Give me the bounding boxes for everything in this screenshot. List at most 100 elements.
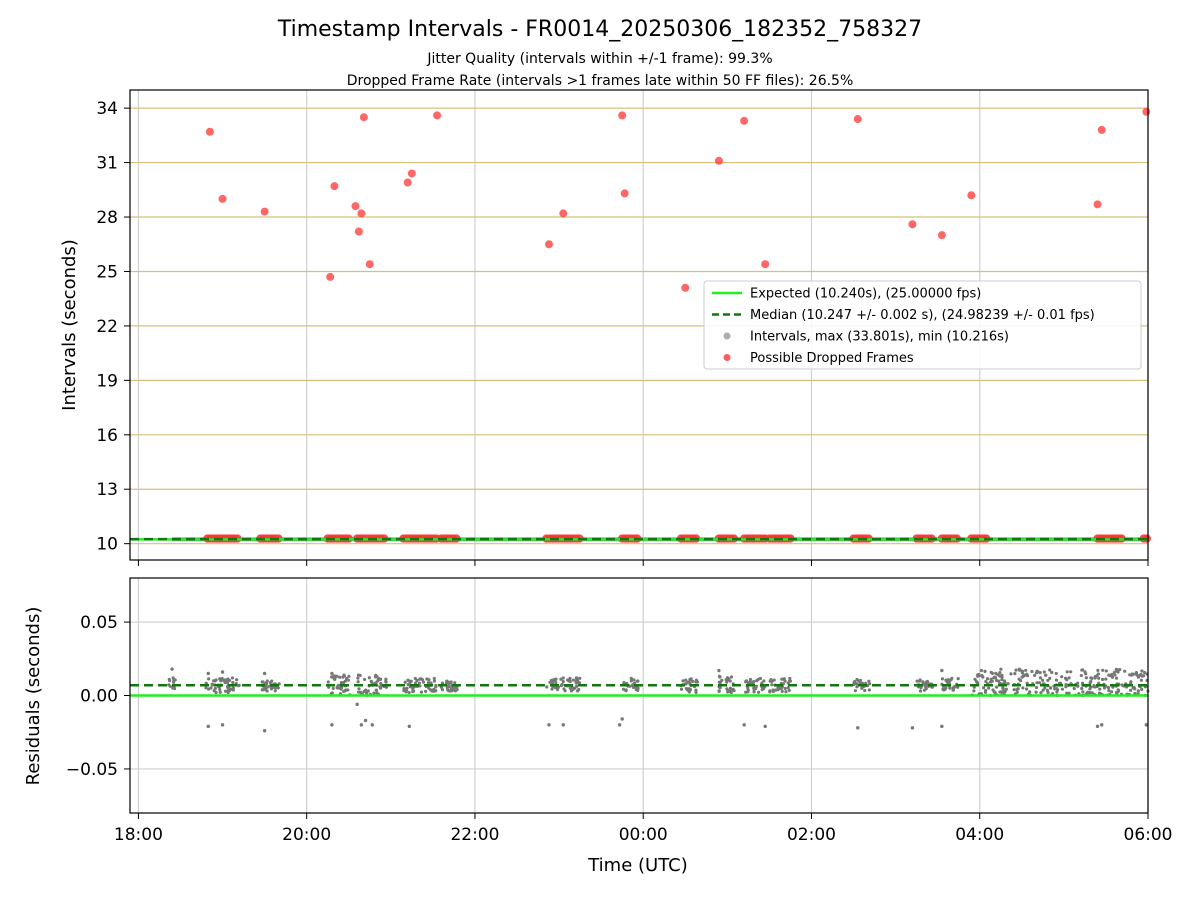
residual-point [358, 673, 362, 677]
residual-point [918, 679, 922, 683]
residual-point [260, 680, 264, 684]
residual-point [679, 687, 684, 691]
residual-point [1104, 669, 1108, 673]
residual-point [264, 684, 268, 688]
residual-point [453, 681, 457, 685]
residual-point [1050, 670, 1054, 675]
residual-point [940, 724, 944, 729]
dropped-frame-point [357, 209, 366, 218]
residual-point [1139, 678, 1143, 682]
residual-point [568, 679, 572, 684]
residual-point [1046, 678, 1050, 683]
dropped-frame-point [205, 127, 214, 136]
residual-point [718, 680, 722, 685]
residual-point [1101, 668, 1105, 672]
dropped-frame-point [407, 169, 416, 178]
residual-point [728, 679, 732, 683]
legend-swatch-dot [723, 354, 731, 361]
residual-point [1000, 677, 1004, 682]
residual-point [729, 690, 733, 695]
residual-point [568, 676, 572, 681]
residual-point [1012, 688, 1016, 692]
residual-point [1020, 675, 1024, 679]
chart-subtitle-jitter: Jitter Quality (intervals within +/-1 fr… [426, 51, 772, 67]
residual-point [559, 677, 563, 681]
residual-point [370, 723, 375, 727]
x-tick-label: 20:00 [282, 825, 331, 845]
residual-point [434, 685, 438, 689]
residual-point [1140, 687, 1144, 691]
residual-point [1087, 691, 1091, 695]
residual-point [575, 684, 579, 689]
residual-point [364, 688, 368, 692]
dropped-frame-point [326, 272, 335, 281]
residual-point [689, 677, 693, 681]
residual-point [972, 689, 976, 693]
residual-point [762, 686, 766, 690]
residual-point [270, 679, 274, 683]
residual-point [988, 680, 993, 684]
residual-point [1065, 670, 1069, 674]
residual-point [444, 681, 449, 685]
residual-point [1038, 676, 1043, 680]
residual-point [863, 688, 867, 693]
residual-point [1048, 668, 1052, 672]
residual-point [1083, 670, 1087, 674]
residual-point [406, 678, 410, 682]
residual-point [1133, 691, 1137, 696]
residual-point [979, 668, 984, 673]
legend-label: Median (10.247 +/- 0.002 s), (24.98239 +… [750, 308, 1095, 323]
residual-point [762, 679, 766, 683]
residual-point [717, 668, 721, 673]
residual-point [943, 687, 947, 692]
residual-point [1044, 673, 1048, 677]
residual-point [426, 681, 430, 685]
residual-point [1035, 669, 1039, 673]
residual-point [1028, 690, 1032, 694]
legend-label: Expected (10.240s), (25.00000 fps) [750, 287, 981, 302]
residual-point [379, 681, 383, 686]
residual-point [204, 686, 208, 690]
residual-point [420, 678, 424, 682]
residual-point [1003, 681, 1007, 685]
residual-point [333, 676, 337, 680]
residual-point [415, 678, 419, 683]
residual-point [335, 686, 339, 690]
residual-point [1116, 668, 1120, 672]
residual-point [374, 688, 378, 692]
residual-point [336, 683, 341, 687]
residual-point [218, 690, 222, 694]
residual-point [945, 679, 949, 683]
residual-point [170, 667, 174, 671]
residual-point [786, 686, 790, 690]
residual-point [330, 723, 334, 727]
residual-point [421, 680, 426, 684]
residual-point [718, 675, 722, 679]
residual-point [367, 676, 371, 680]
residual-point [1107, 688, 1111, 693]
residual-point [419, 690, 424, 694]
x-tick-label: 00:00 [619, 825, 668, 845]
residual-point [369, 679, 373, 683]
residual-point [1022, 673, 1026, 677]
residual-point [620, 717, 624, 721]
residual-point [356, 680, 360, 684]
residual-point [948, 686, 952, 690]
residual-point [344, 676, 349, 681]
residual-point [1064, 685, 1068, 689]
residual-point [357, 687, 361, 691]
residual-point [1100, 723, 1104, 727]
residual-point [331, 686, 335, 691]
residual-point [342, 674, 346, 678]
residual-point [220, 670, 225, 674]
dropped-frame-point [218, 194, 227, 203]
residual-point [577, 681, 582, 685]
residual-point [231, 680, 235, 685]
x-tick-label: 04:00 [955, 825, 1004, 845]
residual-point [359, 723, 364, 727]
residual-point [1067, 676, 1071, 680]
residual-point [1037, 681, 1042, 685]
dropped-frame-point [967, 191, 976, 200]
x-axis-label: Time (UTC) [587, 855, 688, 876]
residual-point [717, 689, 721, 694]
